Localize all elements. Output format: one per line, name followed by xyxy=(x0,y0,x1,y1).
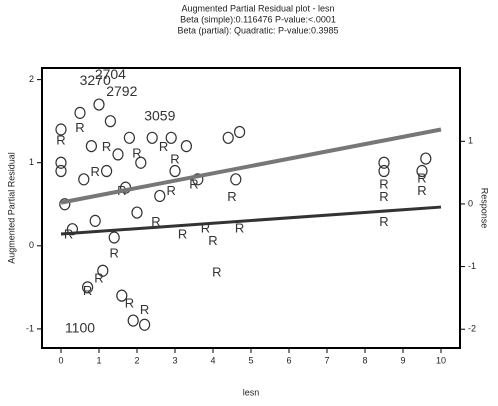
residual-point xyxy=(55,164,67,178)
x-tick-label: 2 xyxy=(134,355,139,365)
response-point: R xyxy=(159,139,168,154)
response-point: R xyxy=(208,233,217,248)
response-point: R xyxy=(102,139,111,154)
residual-point xyxy=(123,131,135,144)
x-tick-label: 4 xyxy=(210,355,215,365)
residual-point xyxy=(154,189,166,203)
x-tick-label: 10 xyxy=(436,355,446,365)
chart-subtitle: Beta (partial): Quadratic: P-value:0.398… xyxy=(177,25,338,35)
residual-point xyxy=(420,152,432,165)
x-tick-label: 3 xyxy=(172,355,177,365)
y-tick-label: 0 xyxy=(29,240,34,250)
y-axis-label: Augmented Partial Residual xyxy=(6,152,16,264)
response-point: R xyxy=(75,120,84,135)
response-point: R xyxy=(178,227,187,242)
point-label: 2792 xyxy=(106,83,137,99)
residual-point xyxy=(93,98,105,111)
point-label: 2704 xyxy=(95,66,126,82)
residual-point xyxy=(55,123,67,136)
point-label: 3270 xyxy=(80,72,111,88)
response-point: R xyxy=(91,164,100,179)
response-point: R xyxy=(140,302,149,317)
residual-point xyxy=(108,231,120,244)
residual-point xyxy=(81,281,94,294)
point-label: 3059 xyxy=(144,108,175,124)
y2-axis-label: Response xyxy=(480,188,490,229)
response-point: R xyxy=(379,189,388,204)
x-tick-label: 9 xyxy=(400,355,405,365)
residual-point xyxy=(192,173,204,186)
response-point: R xyxy=(167,183,176,198)
response-point: R xyxy=(125,296,134,311)
residual-point xyxy=(78,173,90,186)
y-tick-label: 2 xyxy=(29,74,34,84)
residual-point xyxy=(131,206,143,219)
response-point: R xyxy=(201,220,210,235)
plot-frame xyxy=(41,67,461,349)
residual-point xyxy=(127,314,139,327)
residual-point xyxy=(234,125,246,139)
response-point: R xyxy=(151,214,160,229)
response-point: R xyxy=(94,271,103,286)
response-point: R xyxy=(212,264,221,279)
chart-title: Augmented Partial Residual plot - lesn xyxy=(181,3,334,13)
residual-point xyxy=(59,198,71,211)
residual-point xyxy=(97,264,109,277)
residual-point xyxy=(180,140,192,153)
residual-point xyxy=(104,115,117,128)
residual-point xyxy=(100,164,113,178)
response-point: R xyxy=(227,189,236,204)
residual-point xyxy=(416,164,428,178)
y-tick-label: -1 xyxy=(26,323,34,333)
residual-point xyxy=(89,214,101,227)
residual-point xyxy=(165,131,177,144)
response-point: R xyxy=(417,183,426,198)
response-point: R xyxy=(189,177,198,192)
residual-point xyxy=(85,140,98,153)
residual-point xyxy=(135,156,147,169)
y2-tick-label: -1 xyxy=(468,261,476,271)
residual-point xyxy=(74,106,86,119)
response-point: R xyxy=(132,145,141,160)
response-point: R xyxy=(170,152,179,167)
y-tick-label: 1 xyxy=(29,157,34,167)
x-tick-label: 1 xyxy=(96,355,101,365)
response-point: R xyxy=(379,177,388,192)
residual-point xyxy=(116,289,128,302)
residual-point xyxy=(378,156,390,169)
response-point: R xyxy=(417,170,426,185)
response-point: R xyxy=(56,133,65,148)
response-point: R xyxy=(83,283,92,298)
residual-point xyxy=(169,164,181,178)
residual-point xyxy=(55,156,67,169)
fit-line xyxy=(60,205,442,236)
x-tick-label: 5 xyxy=(248,355,253,365)
response-point: R xyxy=(110,245,119,260)
x-axis-label: lesn xyxy=(243,387,260,397)
y2-tick-label: 1 xyxy=(468,136,473,146)
residual-point xyxy=(222,131,234,144)
x-tick-label: 0 xyxy=(58,355,63,365)
residual-point xyxy=(112,148,124,161)
residual-point xyxy=(378,164,390,178)
residual-point xyxy=(230,173,242,186)
response-point: R xyxy=(235,220,244,235)
residual-point xyxy=(139,318,151,331)
y2-tick-label: -2 xyxy=(468,324,476,334)
x-tick-label: 7 xyxy=(324,355,329,365)
point-label: 1100 xyxy=(65,320,95,336)
y2-tick-label: 0 xyxy=(468,198,473,208)
fit-line xyxy=(60,127,442,205)
x-tick-label: 8 xyxy=(362,355,367,365)
residual-point xyxy=(146,131,158,144)
chart-subtitle: Beta (simple):0.116476 P-value:<.0001 xyxy=(180,14,336,24)
response-point: R xyxy=(379,214,388,229)
x-tick-label: 6 xyxy=(286,355,291,365)
